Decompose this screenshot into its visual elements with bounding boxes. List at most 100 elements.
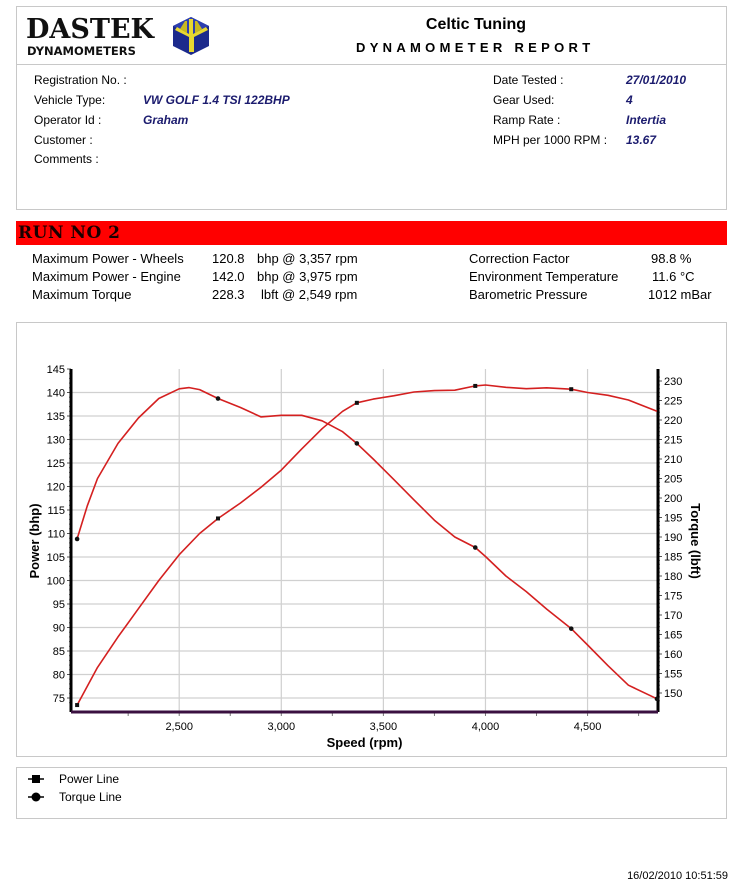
torque-marker — [568, 626, 574, 631]
date-tested-value: 27/01/2010 — [626, 73, 687, 87]
y2-tick-label: 155 — [664, 669, 682, 681]
torque-marker — [472, 545, 478, 550]
logo-cube-icon — [173, 17, 209, 55]
y2-tick-label: 225 — [664, 396, 682, 408]
condition-label: Correction Factor — [469, 251, 570, 266]
chart-legend: Power Line Torque Line — [16, 767, 727, 819]
y2-tick-label: 220 — [664, 415, 682, 427]
y2-tick-label: 230 — [664, 376, 682, 388]
gear-used-value: 4 — [626, 93, 633, 107]
result-label: Maximum Power - Wheels — [32, 251, 184, 266]
run-title: RUN NO 2 — [18, 223, 121, 243]
operator-label: Operator Id : — [34, 113, 102, 127]
y-tick-label: 110 — [47, 529, 65, 541]
dyno-chart-plot: 75 80 85 90 95 100 105 110 115 120 125 130 135 140 145… — [27, 364, 703, 750]
result-label: Maximum Power - Engine — [32, 269, 181, 284]
condition-value: 98.8 % — [651, 251, 692, 266]
result-unit: bhp @ 3,975 rpm — [257, 269, 358, 284]
y-tick-label: 120 — [47, 482, 65, 494]
power-marker — [569, 387, 574, 392]
y-tick-label: 115 — [47, 505, 65, 517]
condition-label: Environment Temperature — [469, 269, 619, 284]
ramp-rate-label: Ramp Rate : — [493, 113, 561, 127]
company-name: Celtic Tuning — [425, 16, 527, 33]
print-timestamp: 16/02/2010 10:51:59 — [627, 870, 728, 882]
logo-wordmark: DASTEK — [26, 14, 154, 45]
vehicle-type-value: VW GOLF 1.4 TSI 122BHP — [143, 93, 290, 107]
date-tested-label: Date Tested : — [493, 73, 564, 87]
circle-marker-icon — [28, 792, 44, 802]
condition-value: 11.6 °C — [652, 269, 695, 284]
y2-axis-title: Torque (lbft) — [688, 503, 703, 579]
y-tick-label: 95 — [53, 599, 65, 611]
y2-tick-label: 195 — [664, 513, 682, 525]
y-tick-label: 125 — [47, 458, 65, 470]
result-label: Maximum Torque — [32, 287, 132, 302]
report-header — [16, 6, 727, 64]
legend-label: Power Line — [59, 772, 120, 786]
y2-tick-label: 190 — [664, 532, 682, 544]
report-title: DYNAMOMETER REPORT — [356, 40, 595, 55]
result-unit: bhp @ 3,357 rpm — [257, 251, 358, 266]
torque-marker — [215, 396, 221, 401]
y-tick-label: 140 — [47, 388, 65, 400]
y2-tick-label: 150 — [664, 688, 682, 700]
y-tick-label: 105 — [47, 552, 65, 564]
y-tick-label: 100 — [47, 576, 65, 588]
vehicle-info-panel: Registration No. : Vehicle Type: VW GOLF… — [16, 64, 727, 210]
power-marker — [216, 516, 221, 521]
y2-tick-label: 215 — [664, 435, 682, 447]
ramp-rate-value: Intertia — [626, 113, 667, 127]
y-tick-label: 90 — [53, 623, 65, 635]
y-axis-title: Power (bhp) — [27, 503, 42, 578]
y2-tick-label: 175 — [664, 591, 682, 603]
comments-label: Comments : — [34, 152, 99, 166]
result-unit: lbft @ 2,549 rpm — [261, 287, 358, 302]
y2-tick-label: 180 — [664, 571, 682, 583]
y2-tick-label: 205 — [664, 474, 682, 486]
x-tick-label: 3,500 — [370, 721, 398, 733]
torque-line — [76, 386, 658, 700]
vehicle-type-label: Vehicle Type: — [34, 93, 106, 107]
y2-tick-label: 170 — [664, 610, 682, 622]
logo-subtitle: DYNAMOMETERS — [27, 44, 136, 58]
customer-label: Customer : — [34, 133, 93, 147]
y2-tick-label: 210 — [664, 454, 682, 466]
y2-tick-label: 200 — [664, 493, 682, 505]
x-tick-label: 2,500 — [165, 721, 193, 733]
torque-marker — [354, 441, 360, 446]
power-marker — [473, 383, 478, 388]
condition-value: 1012 mBar — [648, 287, 712, 302]
power-marker — [354, 400, 359, 405]
condition-label: Barometric Pressure — [469, 287, 588, 302]
x-axis-title: Speed (rpm) — [327, 735, 403, 750]
run-banner: RUN NO 2 — [16, 221, 727, 245]
torque-marker — [74, 536, 80, 542]
mph-per-1000-label: MPH per 1000 RPM : — [493, 133, 608, 147]
square-marker-icon — [28, 775, 44, 783]
result-value: 142.0 — [212, 269, 245, 284]
power-marker — [75, 703, 80, 708]
registration-label: Registration No. : — [34, 73, 127, 87]
y-tick-label: 75 — [53, 693, 65, 705]
y2-tick-label: 160 — [664, 649, 682, 661]
x-tick-label: 3,000 — [268, 721, 296, 733]
y-tick-label: 85 — [53, 646, 65, 658]
y2-tick-label: 165 — [664, 630, 682, 642]
result-value: 120.8 — [212, 251, 245, 266]
dastek-logo: DASTEK DYNAMOMETERS — [26, 14, 216, 62]
y-tick-label: 135 — [47, 411, 65, 423]
torque-marker — [654, 696, 660, 702]
power-line — [76, 384, 658, 706]
gear-used-label: Gear Used: — [493, 93, 555, 107]
x-tick-label: 4,000 — [472, 721, 500, 733]
y-tick-label: 130 — [47, 435, 65, 447]
x-tick-label: 4,500 — [574, 721, 602, 733]
y-tick-label: 80 — [53, 670, 65, 682]
mph-per-1000-value: 13.67 — [626, 133, 657, 147]
dyno-chart: 75 80 85 90 95 100 105 110 115 120 125 130 135 140 145… — [16, 322, 727, 757]
y-tick-label: 145 — [47, 364, 65, 376]
operator-value: Graham — [143, 113, 189, 127]
result-value: 228.3 — [212, 287, 245, 302]
y2-tick-label: 185 — [664, 552, 682, 564]
